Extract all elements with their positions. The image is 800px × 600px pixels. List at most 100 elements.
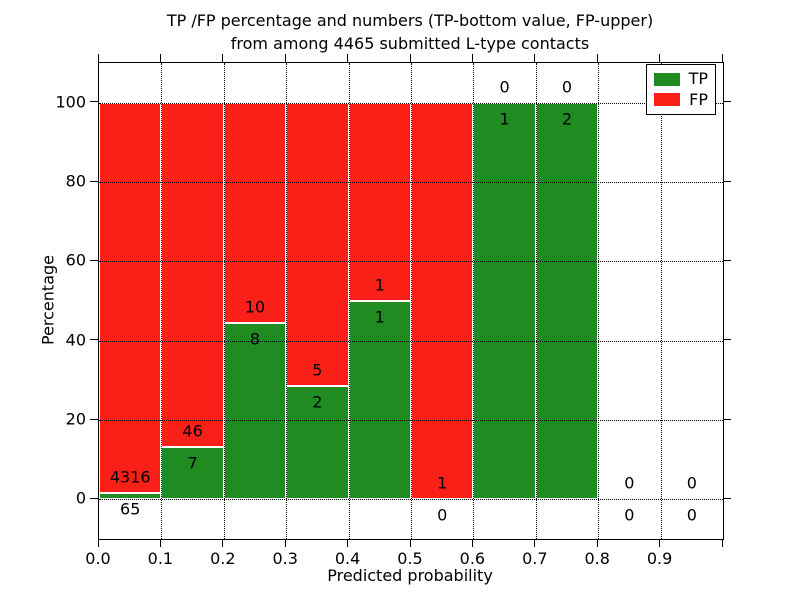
y-tick-label: 80 [65, 171, 86, 191]
x-tick-label: 0.3 [272, 549, 298, 568]
x-tick-mark [222, 54, 224, 62]
fp-count-label: 4316 [109, 467, 151, 487]
x-tick-mark [97, 539, 99, 547]
vgridline [535, 63, 537, 539]
x-tick-mark [159, 54, 161, 62]
fp-count-label: 10 [244, 297, 266, 317]
fp-count-label: 0 [686, 473, 697, 493]
y-tick-mark [90, 101, 98, 103]
y-tick-mark [90, 180, 98, 182]
fp-bar [161, 102, 224, 447]
tp-legend-swatch [654, 72, 680, 86]
tp-count-label: 2 [561, 109, 573, 129]
chart-title-line1: TP /FP percentage and numbers (TP-bottom… [166, 11, 654, 30]
x-tick-label: 0.8 [584, 549, 610, 568]
tp-count-label: 0 [624, 505, 635, 525]
fp-count-label: 0 [624, 473, 635, 493]
tp-bar [348, 301, 411, 500]
x-tick-mark [659, 539, 661, 547]
x-tick-mark [534, 539, 536, 547]
y-axis-title: Percentage [38, 254, 58, 346]
y-tick-mark [723, 259, 731, 261]
x-tick-mark [159, 539, 161, 547]
x-tick-mark [347, 539, 349, 547]
vgridline [161, 63, 163, 539]
x-tick-mark [97, 54, 99, 62]
y-tick-label: 40 [65, 330, 86, 350]
tp-bar [473, 102, 536, 500]
legend-item-fp: FP [654, 89, 708, 109]
tp-bar [223, 323, 287, 500]
fp-legend-swatch [654, 93, 681, 107]
x-tick-mark [596, 539, 598, 547]
x-tick-mark [596, 54, 598, 62]
x-tick-mark [659, 54, 661, 62]
y-tick-label: 60 [65, 250, 86, 270]
x-tick-mark [721, 54, 723, 62]
fp-count-label: 46 [182, 421, 203, 441]
x-tick-mark [721, 539, 723, 547]
legend-item-tp: TP [654, 71, 708, 87]
fp-bar [348, 102, 411, 301]
fp-count-label: 1 [374, 275, 385, 295]
fp-legend-label: FP [689, 89, 708, 109]
x-tick-mark [284, 539, 286, 547]
x-tick-label: 0.7 [522, 549, 548, 568]
chart-title-line2: from among 4465 submitted L-type contact… [230, 34, 590, 53]
tp-count-label: 2 [312, 392, 323, 412]
tp-count-label: 7 [187, 453, 198, 473]
y-tick-mark [90, 497, 98, 499]
vgridline [411, 63, 412, 539]
y-tick-label: 0 [75, 488, 86, 508]
y-tick-mark [90, 259, 98, 261]
tp-count-label: 65 [120, 499, 141, 519]
fp-bar [99, 102, 162, 494]
x-tick-mark [534, 54, 536, 62]
x-tick-mark [222, 539, 224, 547]
fp-count-label: 5 [312, 360, 323, 380]
tp-legend-label: TP [688, 69, 708, 89]
fp-count-label: 1 [437, 473, 448, 493]
tp-count-label: 0 [686, 505, 697, 525]
chart-title: TP /FP percentage and numbers (TP-bottom… [98, 9, 722, 55]
tp-count-label: 8 [249, 329, 261, 349]
x-tick-label: 0.9 [646, 549, 673, 568]
x-tick-label: 0.1 [147, 549, 174, 568]
y-tick-label: 20 [65, 409, 86, 429]
vgridline [223, 63, 225, 539]
x-axis-title: Predicted probability [327, 566, 493, 585]
x-tick-mark [471, 54, 473, 62]
grid-layer [99, 63, 723, 539]
x-tick-mark [471, 539, 473, 547]
x-tick-label: 0.2 [210, 549, 236, 568]
tp-count-label: 1 [374, 307, 385, 327]
labels-layer: 4316 65 46 7 10 8 5 2 1 1 1 0 0 1 0 2 0 0 0 0 [99, 63, 723, 539]
x-tick-mark [409, 539, 411, 547]
vgridline [348, 63, 350, 539]
bars-layer [99, 63, 723, 539]
vgridline [286, 63, 288, 539]
fp-count-label: 0 [499, 77, 510, 97]
y-tick-mark [723, 180, 731, 182]
plot-area: 4316 65 46 7 10 8 5 2 1 1 1 0 0 1 0 2 0 0 0 0 [98, 62, 724, 540]
vgridline [473, 63, 475, 539]
fp-bar [286, 102, 349, 386]
y-tick-mark [90, 418, 98, 420]
vgridline [660, 63, 662, 539]
x-tick-mark [347, 54, 349, 62]
legend: TP FP [646, 64, 716, 115]
tp-count-label: 1 [499, 109, 510, 129]
tp-count-label: 0 [437, 505, 448, 525]
x-tick-label: 0.0 [85, 549, 111, 568]
x-tick-mark [284, 54, 286, 62]
x-tick-label: 0.4 [334, 549, 361, 568]
y-tick-label: 100 [55, 92, 86, 112]
x-tick-label: 0.5 [397, 549, 423, 568]
y-tick-mark [723, 418, 731, 420]
y-tick-mark [723, 339, 731, 341]
tp-bar [286, 386, 349, 500]
tp-bar [99, 493, 162, 500]
fp-count-label: 0 [561, 77, 573, 97]
vgridline [598, 63, 600, 539]
